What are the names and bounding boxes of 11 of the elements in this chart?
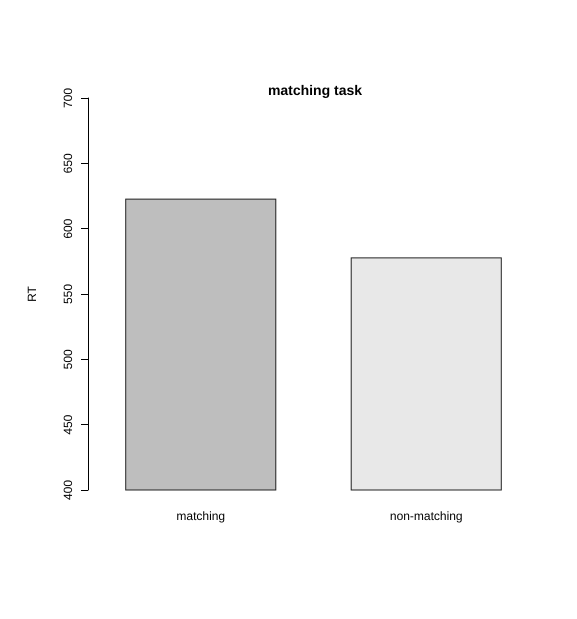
y-tick-label: 600 [61, 218, 75, 239]
x-tick-label: matching [176, 509, 226, 523]
chart-title: matching task [268, 82, 362, 98]
y-tick-label: 500 [61, 349, 75, 370]
y-tick-label: 550 [61, 284, 75, 304]
y-tick-label: 400 [61, 480, 75, 500]
y-tick-label: 650 [61, 153, 75, 174]
y-tick-label: 450 [61, 414, 75, 435]
x-tick-label: non-matching [390, 509, 463, 523]
y-tick-label: 700 [61, 88, 75, 108]
y-axis-title: RT [25, 285, 39, 302]
